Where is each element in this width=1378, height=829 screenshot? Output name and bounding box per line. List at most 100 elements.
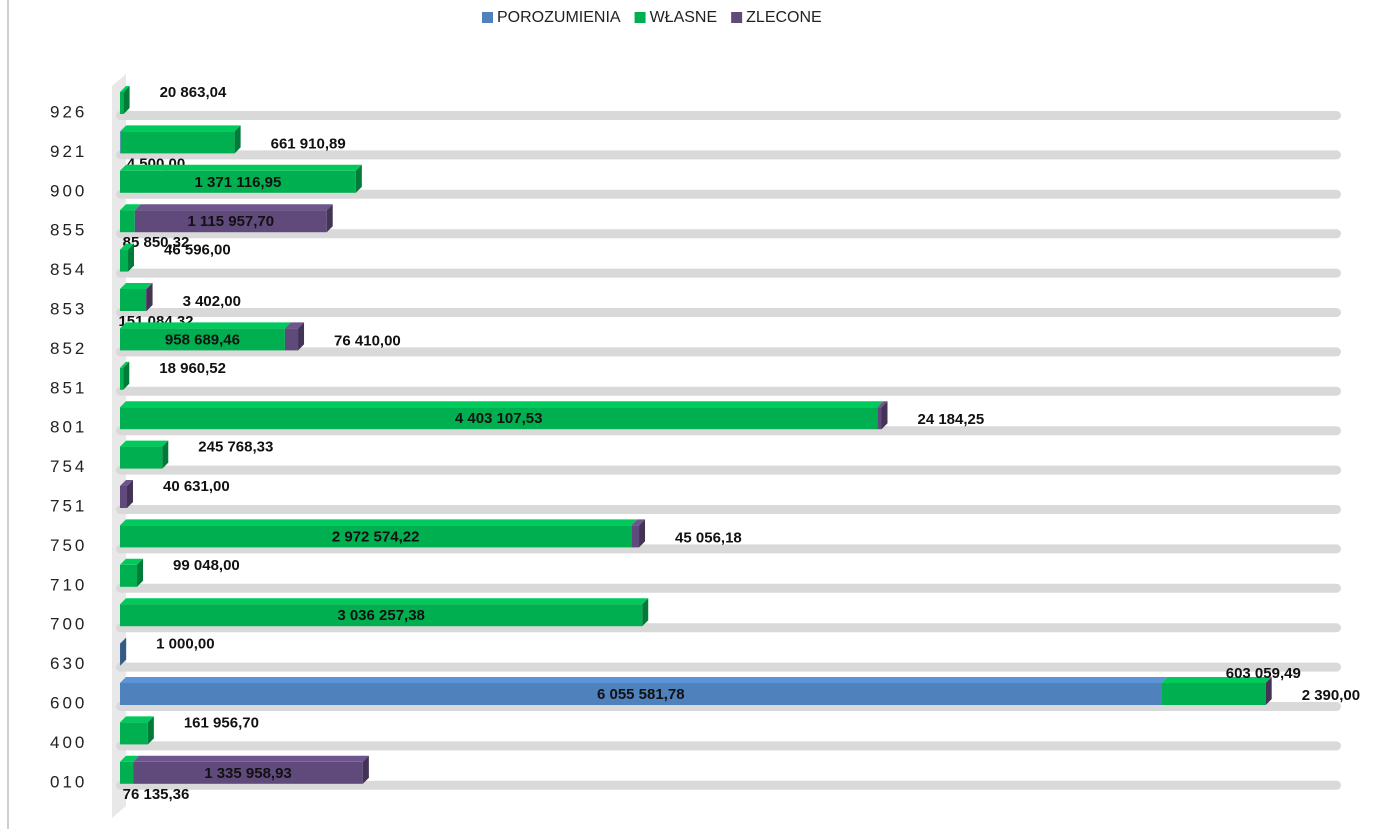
bar-top	[120, 480, 133, 486]
bar-side	[355, 164, 362, 193]
track	[116, 741, 1341, 751]
bar-side	[234, 125, 241, 154]
bar-side	[146, 283, 153, 311]
y-tick-label: 854	[50, 260, 87, 279]
bar	[120, 604, 643, 627]
legend-swatch	[634, 12, 646, 23]
bar-top	[120, 716, 154, 723]
bar-side	[123, 361, 130, 390]
bar	[133, 761, 363, 784]
bar-top	[145, 283, 153, 289]
bar-top	[120, 204, 141, 211]
track	[116, 386, 1341, 396]
bar-top	[120, 322, 291, 329]
value-label: 1 335 958,93	[204, 765, 292, 782]
bar-top	[120, 283, 152, 289]
bar	[120, 722, 148, 745]
y-tick-label: 921	[50, 142, 87, 161]
value-label: 99 048,00	[173, 557, 240, 574]
value-label: 18 960,52	[159, 360, 226, 377]
track	[116, 229, 1341, 239]
value-label: 2 390,00	[1302, 687, 1360, 704]
bar-top	[284, 322, 305, 329]
y-tick-label: 700	[50, 615, 87, 634]
y-tick-label: 400	[50, 733, 87, 752]
y-tick-label: 750	[50, 536, 87, 555]
y-tick-label: 855	[50, 221, 87, 240]
bar-top	[120, 125, 127, 132]
track	[116, 780, 1341, 790]
bar	[120, 761, 134, 784]
bar	[120, 486, 127, 508]
value-label: 1 371 116,95	[195, 174, 282, 191]
bar-top	[120, 755, 140, 762]
value-label: 3 036 257,38	[337, 607, 425, 624]
y-tick-label: 852	[50, 339, 87, 358]
legend-label: POROZUMIENIA	[497, 9, 621, 26]
y-tick-label: 926	[50, 102, 87, 121]
bar-top	[120, 598, 649, 605]
value-label: 245 768,33	[198, 439, 273, 456]
bar	[120, 328, 285, 351]
bar	[120, 210, 135, 233]
track	[116, 505, 1341, 514]
bar	[120, 92, 124, 114]
bar	[120, 564, 138, 587]
value-label: 2 972 574,22	[332, 528, 420, 545]
value-label: 45 056,18	[675, 529, 742, 546]
value-label: 1 000,00	[156, 636, 214, 653]
bar	[134, 210, 327, 233]
bar-top	[120, 361, 130, 368]
value-label: 958 689,46	[165, 331, 240, 348]
bar	[120, 289, 146, 311]
bar	[120, 367, 124, 390]
bar-top	[120, 558, 144, 565]
bar	[120, 131, 235, 154]
value-label: 76 135,36	[123, 786, 190, 803]
bar-side	[1265, 677, 1272, 705]
y-tick-label: 630	[50, 654, 87, 673]
y-tick-label: 801	[50, 418, 87, 437]
y-tick-label: 710	[50, 575, 87, 594]
value-label: 85 850,32	[123, 234, 190, 251]
y-tick-label: 853	[50, 299, 87, 318]
bar-top	[120, 164, 362, 171]
bar	[120, 249, 129, 272]
bar-side	[639, 519, 646, 548]
bar-top	[1265, 677, 1272, 683]
bar-top	[120, 440, 169, 447]
y-tick-label: 754	[50, 457, 87, 476]
value-label: 76 410,00	[334, 332, 401, 349]
bar-top	[631, 519, 646, 526]
value-label: 6 055 581,78	[597, 686, 685, 703]
value-label: 40 631,00	[163, 478, 230, 495]
bar	[120, 170, 356, 193]
legend-label: ZLECONE	[746, 9, 822, 26]
bar-top	[120, 243, 135, 250]
bar-side	[326, 204, 333, 233]
bar	[1265, 683, 1266, 705]
track	[116, 465, 1341, 475]
bar-top	[120, 86, 130, 92]
value-label: 661 910,89	[271, 135, 346, 152]
track	[116, 308, 1341, 317]
bar-top	[120, 677, 1168, 683]
value-label: 1 115 957,70	[187, 213, 274, 230]
bar	[877, 407, 882, 430]
bar-top	[133, 755, 369, 762]
bar	[1161, 683, 1266, 705]
bar-top	[1161, 677, 1272, 683]
track	[116, 189, 1341, 199]
bar-side	[147, 716, 154, 745]
bar-side	[120, 637, 127, 666]
track	[116, 268, 1341, 278]
bar-side	[298, 322, 305, 351]
legend-swatch	[731, 12, 743, 23]
bar	[145, 289, 147, 311]
bar	[284, 328, 299, 351]
track	[116, 662, 1341, 672]
bar-side	[123, 86, 130, 114]
y-tick-label: 900	[50, 181, 87, 200]
bar	[631, 525, 640, 548]
y-tick-label: 851	[50, 378, 87, 397]
